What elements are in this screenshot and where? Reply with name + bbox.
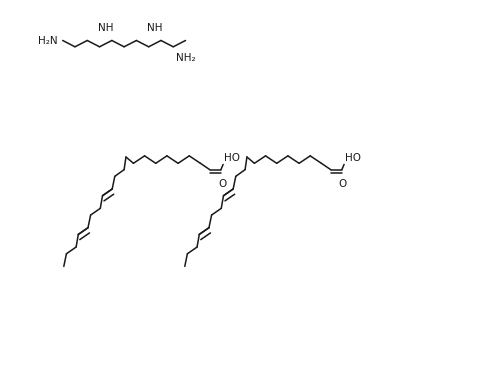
Text: O: O [339,178,347,189]
Text: NH: NH [147,23,162,33]
Text: O: O [218,178,226,189]
Text: NH: NH [98,23,114,33]
Text: NH₂: NH₂ [176,53,195,63]
Text: HO: HO [224,153,240,163]
Text: HO: HO [345,153,361,163]
Text: H₂N: H₂N [38,36,58,46]
